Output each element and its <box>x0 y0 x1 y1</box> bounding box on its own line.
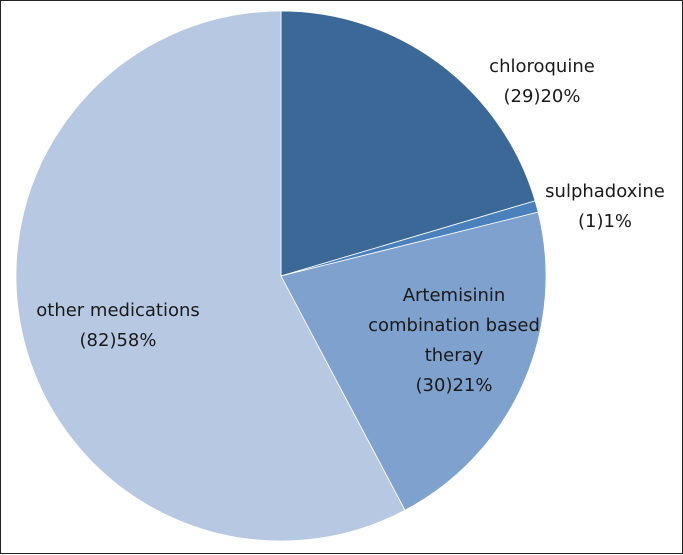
pie-slice <box>280 211 547 511</box>
slice-label: other medications (82)58% <box>8 296 228 356</box>
category-name: sulphadoxine <box>545 181 665 202</box>
value-label: (29)20% <box>503 86 581 107</box>
slice-label: Artemisinin combination based theray (30)… <box>359 281 549 401</box>
pie-slice <box>280 10 536 277</box>
slice-label: sulphadoxine (1)1% <box>535 177 675 237</box>
slice-label: chloroquine (29)20% <box>442 52 642 112</box>
category-name: chloroquine <box>489 56 595 77</box>
category-name: other medications <box>36 300 200 321</box>
category-name: Artemisinin combination based theray <box>368 285 540 366</box>
value-label: (30)21% <box>415 375 493 396</box>
value-label: (1)1% <box>577 211 633 232</box>
value-label: (82)58% <box>79 330 157 351</box>
pie-slice <box>15 10 406 542</box>
